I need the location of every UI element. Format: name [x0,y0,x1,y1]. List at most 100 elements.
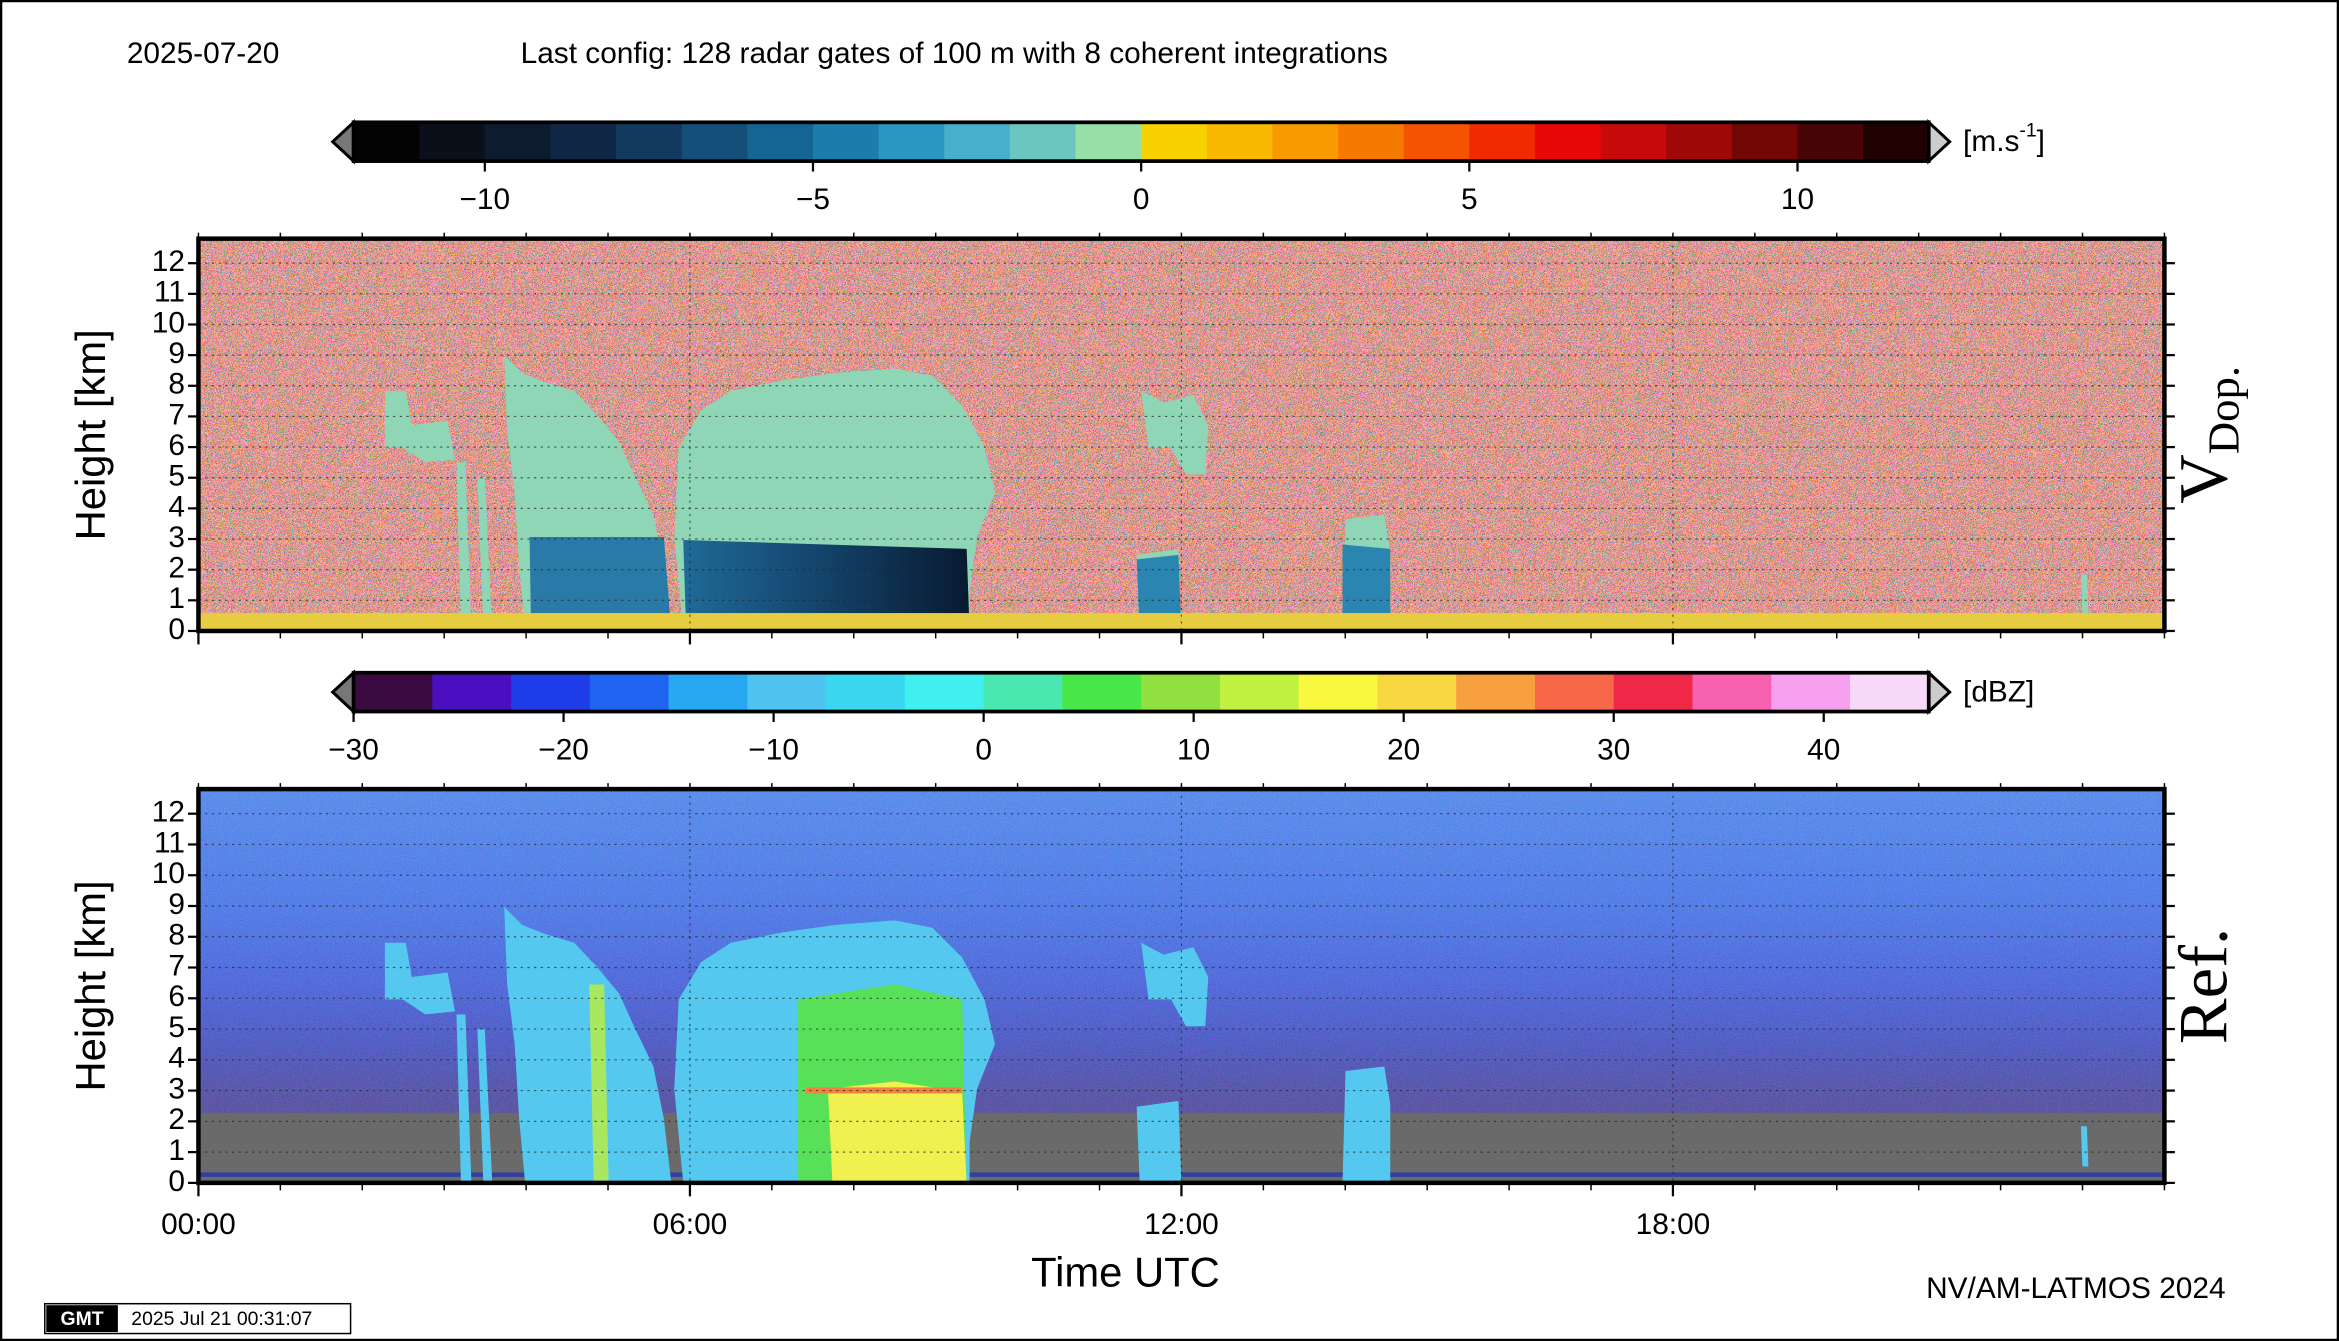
credit: NV/AM-LATMOS 2024 [1926,1272,2225,1305]
y-tick-label: 10 [152,306,185,339]
colorbar-unit-part: -1 [2019,119,2036,141]
colorbar-box [432,672,512,712]
y-tick-label: 6 [168,429,185,462]
colorbar-tick-label: −30 [328,734,379,767]
colorbar-tick-label: 20 [1387,734,1420,767]
y-tick-label: 6 [168,980,185,1013]
y-tick-label: 0 [168,613,185,646]
y-tick-label: 8 [168,368,185,401]
colorbar-frame [351,670,1931,714]
y-tick-label: 4 [168,1042,185,1075]
logo: GMT [61,1308,104,1330]
colorbar-box [616,122,683,162]
panel-label: Ref. [2165,928,2241,1044]
colorbar-tick-label: 10 [1177,734,1210,767]
colorbar-box [1141,672,1221,712]
colorbar-box [878,122,946,162]
colorbar-box [944,122,1011,162]
colorbar-tick-label: −10 [748,734,799,767]
x-tick-label: 12:00 [1144,1208,1219,1241]
colorbar-box [1731,122,1799,162]
colorbar-box [1219,672,1300,712]
colorbar-box [812,122,880,162]
y-tick-label: 2 [168,1103,185,1136]
panel-label-main: V [2165,454,2241,504]
colorbar-box [747,122,814,162]
colorbar-box [550,122,617,162]
panel-label-sub: Dop. [2199,366,2249,454]
colorbar-tick-label: 0 [1133,183,1150,216]
x-tick-label: 06:00 [653,1208,728,1241]
y-tick-label: 11 [154,276,185,309]
y-tick-label: 12 [152,796,185,829]
colorbar-unit-part: ] [2037,125,2045,158]
colorbar-box [1338,122,1405,162]
x-tick-label: 18:00 [1636,1208,1711,1241]
colorbar-box [1469,122,1536,162]
panel-label: VDop. [2165,366,2248,504]
panel-label-main: Ref. [2165,928,2241,1044]
y-tick-label: 1 [168,582,185,615]
y-tick-label: 9 [168,337,185,370]
y-tick-label: 0 [168,1165,185,1198]
colorbar-box [353,122,420,162]
y-tick-label: 5 [168,460,185,493]
colorbar-box [1863,122,1930,162]
colorbar-tick-label: −20 [538,734,589,767]
colorbar-box [484,122,552,162]
colorbar-box [668,672,749,712]
colorbar-box [353,672,434,712]
colorbar-box [1377,672,1457,712]
colorbar-box [511,672,591,712]
colorbar-tick-label: 10 [1781,183,1814,216]
colorbar-box [1771,672,1851,712]
colorbar-box [589,672,670,712]
colorbar-unit-part: [dBZ] [1963,675,2034,708]
y-tick-label: 12 [152,245,185,278]
y-tick-label: 2 [168,552,185,585]
colorbar-tick-label: −5 [796,183,830,216]
y-tick-label: 10 [152,857,185,890]
colorbar-box [1600,122,1667,162]
colorbar-unit: [dBZ] [1963,675,2034,708]
y-tick-label: 1 [168,1134,185,1167]
y-tick-label: 11 [154,826,185,859]
x-axis-label: Time UTC [1031,1248,1220,1295]
colorbar-box [1298,672,1379,712]
y-axis-label: Height [km] [67,880,114,1091]
colorbar-box [1613,672,1694,712]
y-tick-label: 8 [168,919,185,952]
config-note: Last config: 128 radar gates of 100 m wi… [521,37,1388,70]
y-tick-label: 5 [168,1011,185,1044]
plot-frame [196,236,2167,634]
colorbar-box [1206,122,1274,162]
colorbar-box [1403,122,1471,162]
plot-frame [196,786,2167,1186]
timestamp: 2025 Jul 21 00:31:07 [131,1308,312,1330]
y-tick-label: 3 [168,521,185,554]
colorbar-tick-label: −10 [460,183,511,216]
colorbar-unit: [m.s-1] [1963,119,2045,158]
colorbar-box [1534,122,1602,162]
colorbar-box [681,122,749,162]
y-tick-label: 9 [168,888,185,921]
colorbar-box [1456,672,1536,712]
colorbar-box [1797,122,1864,162]
colorbar-tick-label: 0 [975,734,992,767]
colorbar-box [1272,122,1339,162]
y-axis-label: Height [km] [67,329,114,540]
x-tick-label: 00:00 [161,1208,236,1241]
colorbar-unit-part: [m.s [1963,125,2019,158]
colorbar-box [1062,672,1142,712]
y-tick-label: 7 [168,949,185,982]
colorbar-box [1534,672,1615,712]
colorbar-box [747,672,827,712]
y-tick-label: 4 [168,490,185,523]
colorbar-box [1009,122,1077,162]
colorbar-tick-label: 30 [1597,734,1630,767]
colorbar-box [1141,122,1208,162]
logo-box [46,1305,118,1333]
colorbar-box [904,672,985,712]
